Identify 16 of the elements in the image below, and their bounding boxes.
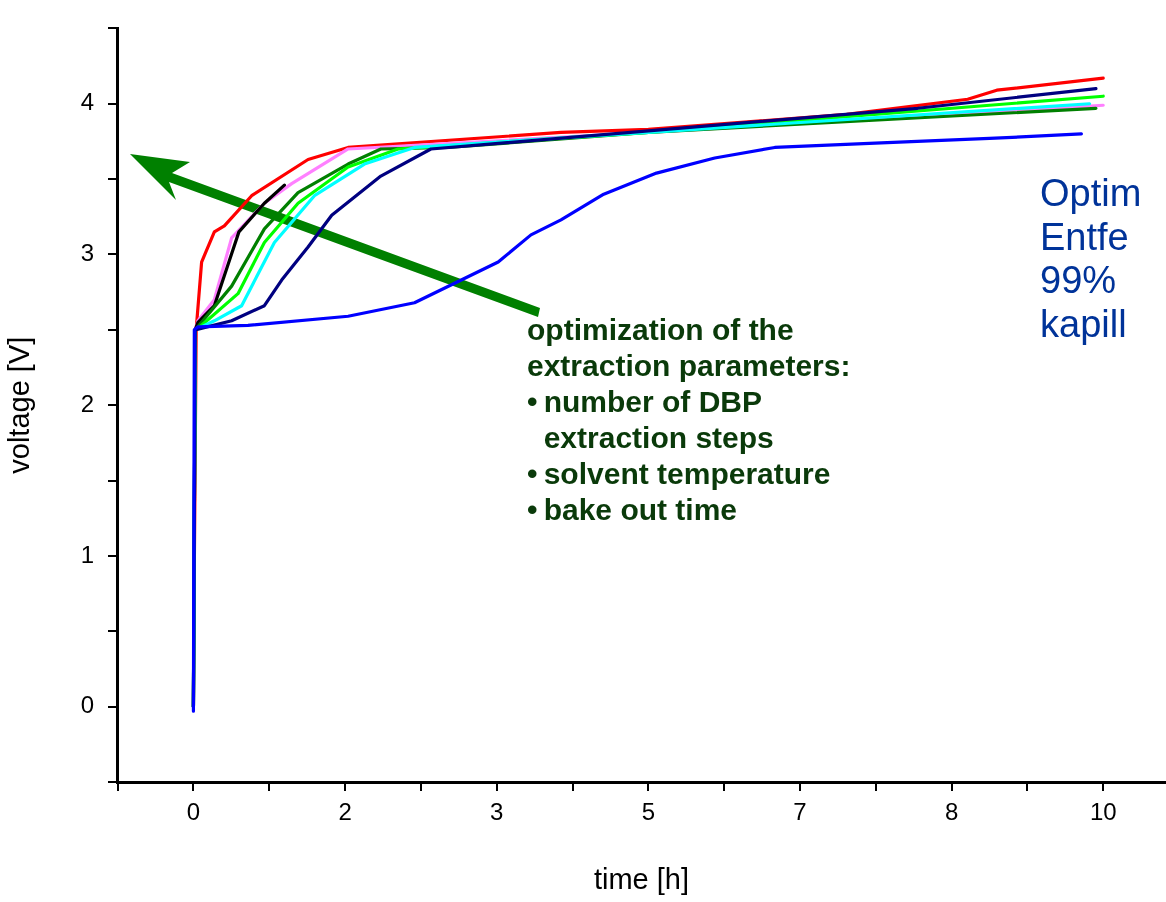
- x-tick-label: 10: [1089, 798, 1117, 826]
- x-tick-label: 0: [186, 798, 201, 826]
- y-tick-label: 0: [80, 691, 94, 719]
- x-tick-label: 3: [489, 798, 504, 826]
- y-tick-label: 4: [80, 88, 94, 116]
- y-axis-title: voltage [V]: [3, 336, 36, 474]
- x-axis-title: time [h]: [593, 862, 690, 895]
- x-tick-label: 7: [793, 798, 807, 826]
- x-tick-label: 2: [338, 798, 352, 826]
- annotation: Optim Entfe 99% kapill: [1040, 172, 1142, 347]
- annotation: optimization of the extraction parameters: • number of DBP extraction steps • solvent temperature • bake out time: [527, 312, 851, 528]
- y-tick-label: 2: [80, 389, 94, 417]
- x-tick-label: 5: [641, 798, 655, 826]
- x-tick-label: 8: [944, 798, 959, 826]
- y-tick-label: 3: [80, 239, 94, 267]
- y-tick-label: 1: [80, 540, 94, 568]
